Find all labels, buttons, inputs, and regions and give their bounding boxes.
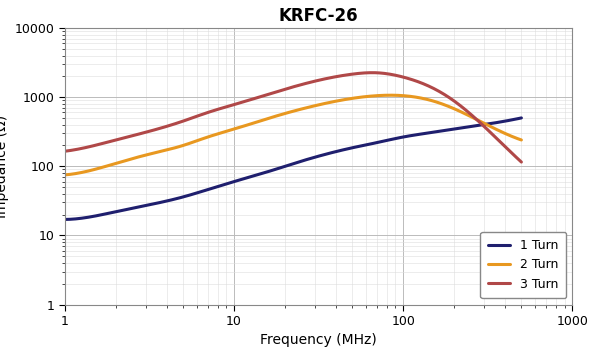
3 Turn xyxy=(61,149,68,153)
2 Turn xyxy=(268,116,275,120)
3 Turn xyxy=(369,71,376,75)
3 Turn xyxy=(179,119,186,124)
Title: KRFC-26: KRFC-26 xyxy=(279,7,358,25)
3 Turn xyxy=(268,91,275,96)
1 Turn xyxy=(366,142,373,146)
3 Turn xyxy=(518,160,525,164)
1 Turn xyxy=(268,168,275,173)
Legend: 1 Turn, 2 Turn, 3 Turn: 1 Turn, 2 Turn, 3 Turn xyxy=(480,232,566,298)
2 Turn xyxy=(330,99,337,104)
X-axis label: Frequency (MHz): Frequency (MHz) xyxy=(260,334,377,348)
2 Turn xyxy=(387,93,394,97)
3 Turn xyxy=(366,71,373,75)
2 Turn xyxy=(406,94,413,98)
3 Turn xyxy=(330,75,337,79)
1 Turn xyxy=(405,134,412,138)
1 Turn xyxy=(142,203,149,208)
Line: 1 Turn: 1 Turn xyxy=(65,118,522,219)
2 Turn xyxy=(366,94,373,98)
2 Turn xyxy=(179,144,186,148)
1 Turn xyxy=(179,195,186,199)
Y-axis label: Impedance (Ω): Impedance (Ω) xyxy=(0,115,9,218)
2 Turn xyxy=(518,138,525,142)
1 Turn xyxy=(61,217,68,222)
1 Turn xyxy=(518,116,525,120)
3 Turn xyxy=(142,130,149,134)
2 Turn xyxy=(142,153,149,157)
3 Turn xyxy=(406,77,413,81)
2 Turn xyxy=(61,173,68,177)
Line: 3 Turn: 3 Turn xyxy=(65,73,522,162)
Line: 2 Turn: 2 Turn xyxy=(65,95,522,175)
1 Turn xyxy=(330,150,337,154)
